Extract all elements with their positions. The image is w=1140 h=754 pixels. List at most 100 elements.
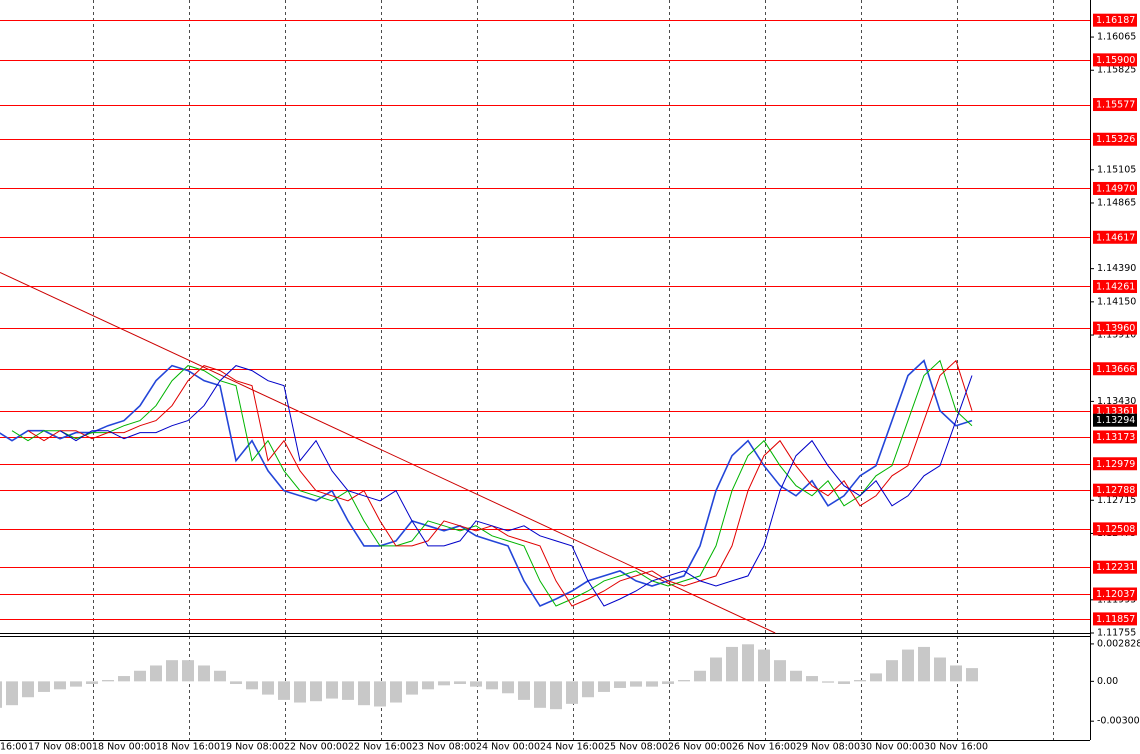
- level-label: 1.13173: [1096, 432, 1135, 443]
- histogram-bar: [470, 681, 482, 687]
- histogram-bar: [550, 681, 562, 710]
- histogram-bar: [774, 660, 786, 682]
- histogram-bar: [118, 676, 130, 682]
- level-box: [1093, 362, 1137, 376]
- x-tick-label: 17 Nov 08:00: [28, 742, 92, 753]
- level-label: 1.12788: [1096, 485, 1135, 496]
- histogram-bar: [822, 681, 834, 683]
- x-tick-label: 25 Nov 08:00: [604, 742, 668, 753]
- histogram-bar: [662, 681, 674, 684]
- histogram-bar: [326, 681, 338, 699]
- level-box: [1093, 321, 1137, 335]
- histogram-bar: [374, 681, 386, 707]
- histogram-bar: [438, 681, 450, 686]
- x-tick-label: 24 Nov 16:00: [540, 742, 604, 753]
- y-tick-label: -0.003009: [1097, 716, 1140, 727]
- level-label: 1.12508: [1096, 524, 1135, 535]
- histogram-bar: [454, 681, 466, 684]
- histogram-bar: [518, 681, 530, 700]
- histogram-bar: [278, 681, 290, 700]
- level-box: [1093, 132, 1137, 146]
- histogram-bar: [182, 660, 194, 682]
- level-label: 1.12037: [1096, 589, 1135, 600]
- y-tick-label: 1.16065: [1097, 32, 1136, 43]
- histogram-bar: [38, 681, 50, 692]
- x-tick-label: 22 Nov 00:00: [284, 742, 348, 753]
- current-price-box: [1093, 413, 1137, 427]
- moving-average: [59, 365, 973, 607]
- level-box: [1093, 612, 1137, 626]
- level-label: 1.14617: [1096, 232, 1135, 243]
- histogram-bar: [966, 668, 978, 682]
- histogram-bar: [870, 673, 882, 682]
- histogram-bar: [246, 681, 258, 690]
- moving-average: [11, 359, 973, 607]
- level-label: 1.13361: [1096, 406, 1135, 417]
- level-label: 1.13960: [1096, 323, 1135, 334]
- histogram-bar: [742, 644, 754, 682]
- histogram-bar: [614, 681, 626, 688]
- histogram-bar: [0, 681, 2, 708]
- x-tick-label: 26 Nov 00:00: [668, 742, 732, 753]
- x-tick-label: 23 Nov 08:00: [412, 742, 476, 753]
- y-tick-label: 1.14390: [1097, 263, 1136, 274]
- y-tick-label: 0.002828: [1097, 638, 1140, 649]
- y-tick-label: 1.13430: [1097, 396, 1136, 407]
- x-tick-label: 30 Nov 00:00: [860, 742, 924, 753]
- y-tick-label: 1.15105: [1097, 164, 1136, 175]
- y-tick-label: 1.14150: [1097, 296, 1136, 307]
- histogram-bar: [630, 681, 642, 687]
- histogram-bar: [758, 649, 770, 682]
- histogram-bar: [806, 676, 818, 682]
- histogram-bar: [54, 681, 66, 690]
- histogram-bar: [134, 670, 146, 682]
- histogram-bar: [950, 665, 962, 682]
- histogram-bar: [230, 681, 242, 684]
- level-label: 1.15900: [1096, 55, 1135, 66]
- x-tick-label: 16:00: [0, 742, 27, 753]
- histogram-bar: [918, 646, 930, 682]
- x-tick-label: 18 Nov 00:00: [92, 742, 156, 753]
- histogram-bar: [70, 681, 82, 687]
- level-box: [1093, 483, 1137, 497]
- x-tick-label: 26 Nov 16:00: [732, 742, 796, 753]
- level-label: 1.12231: [1096, 562, 1135, 573]
- histogram-bar: [582, 681, 594, 698]
- histogram-bar: [422, 681, 434, 690]
- histogram-bar: [694, 670, 706, 682]
- histogram-bar: [310, 681, 322, 702]
- histogram-bar: [294, 681, 306, 703]
- histogram-bar: [214, 670, 226, 682]
- histogram-bar: [502, 681, 514, 694]
- x-tick-label: 22 Nov 16:00: [348, 742, 412, 753]
- level-box: [1093, 98, 1137, 112]
- level-label: 1.16187: [1096, 15, 1135, 26]
- histogram-bar: [262, 681, 274, 695]
- histogram-bar: [566, 681, 578, 704]
- histogram-bar: [902, 649, 914, 682]
- level-box: [1093, 279, 1137, 293]
- histogram-bar: [86, 681, 98, 684]
- moving-average: [27, 359, 973, 607]
- level-label: 1.14261: [1096, 281, 1135, 292]
- level-box: [1093, 457, 1137, 471]
- y-tick-label: 1.15825: [1097, 65, 1136, 76]
- histogram-bar: [150, 665, 162, 682]
- x-tick-label: 18 Nov 16:00: [156, 742, 220, 753]
- histogram-bar: [198, 665, 210, 682]
- x-tick-label: 30 Nov 16:00: [924, 742, 988, 753]
- histogram-bar: [102, 680, 114, 682]
- histogram-bar: [678, 680, 690, 682]
- histogram-bar: [342, 681, 354, 700]
- level-box: [1093, 13, 1137, 27]
- histogram-bar: [358, 681, 370, 706]
- level-label: 1.12979: [1096, 459, 1135, 470]
- histogram-bar: [854, 680, 866, 682]
- histogram-bar: [6, 681, 18, 706]
- level-box: [1093, 230, 1137, 244]
- histogram-bar: [934, 657, 946, 682]
- level-box: [1093, 560, 1137, 574]
- y-tick-label: 1.13910: [1097, 330, 1136, 341]
- y-tick-label: 0.00: [1097, 676, 1118, 687]
